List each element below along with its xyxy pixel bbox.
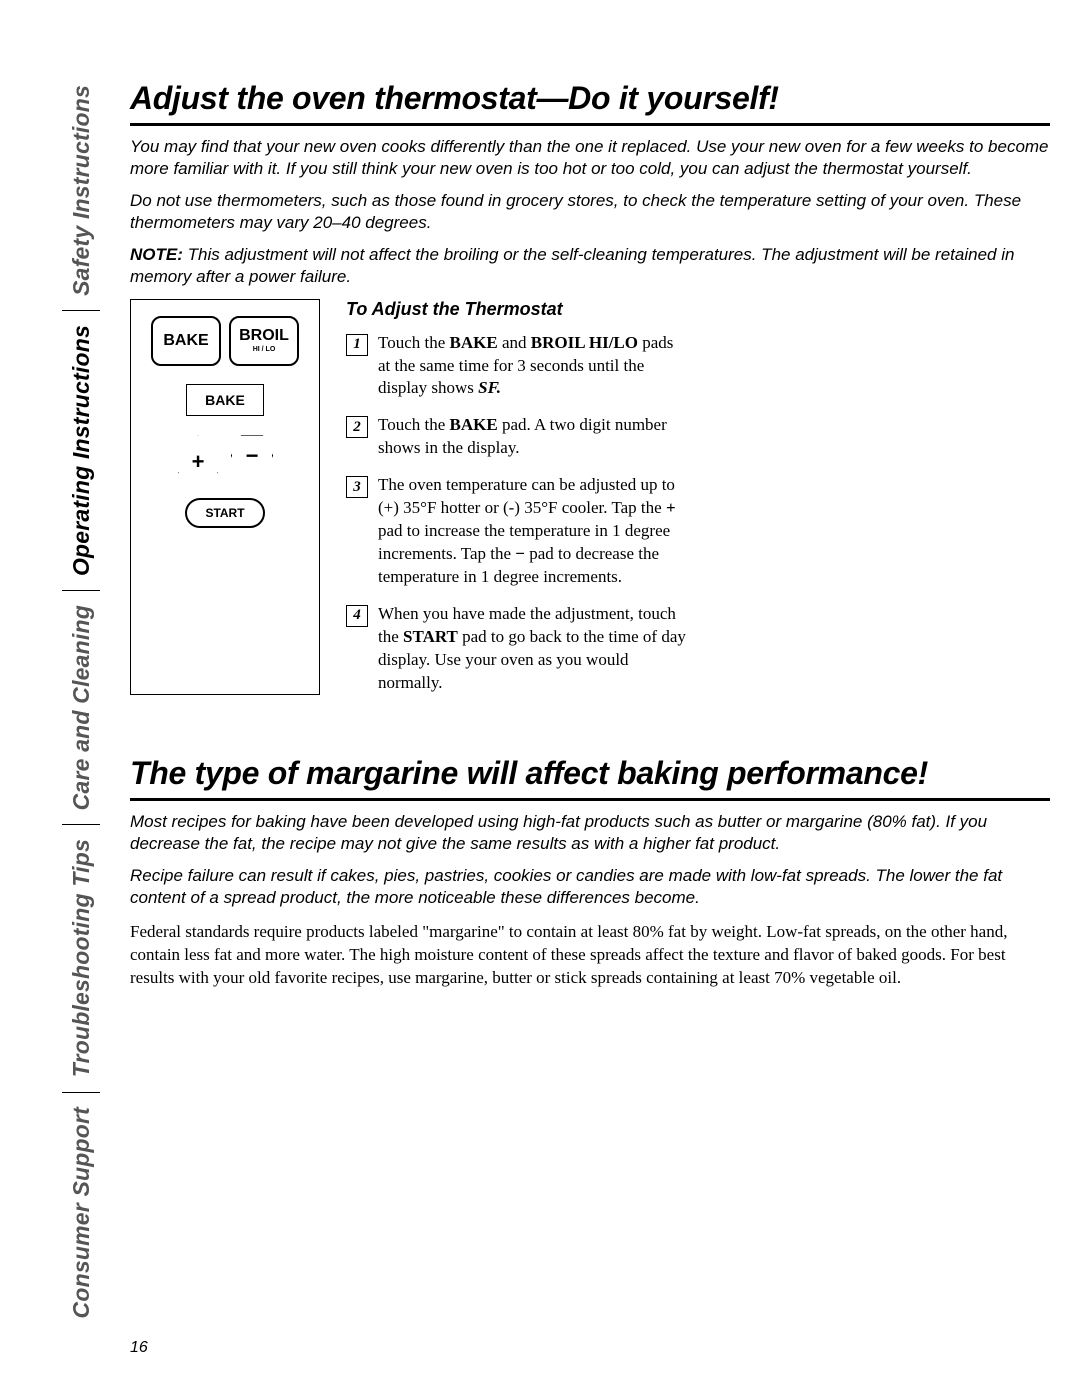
tab-separator	[62, 590, 100, 591]
note-text: This adjustment will not affect the broi…	[130, 245, 1014, 286]
plus-minus-row: + −	[176, 434, 274, 478]
note-label: NOTE:	[130, 245, 183, 264]
step-text: Touch the BAKE pad. A two digit number s…	[378, 414, 686, 460]
intro-paragraph: Recipe failure can result if cakes, pies…	[130, 865, 1050, 909]
intro-note: NOTE: This adjustment will not affect th…	[130, 244, 1050, 288]
intro-paragraph: Do not use thermometers, such as those f…	[130, 190, 1050, 234]
tab-consumer-support[interactable]: Consumer Support	[68, 1102, 95, 1323]
step-text: Touch the BAKE and BROIL HI/LO pads at t…	[378, 332, 686, 401]
tab-separator	[62, 310, 100, 311]
broil-pad: BROIL HI / LO	[229, 316, 299, 366]
section2-intro: Most recipes for baking have been develo…	[130, 811, 1050, 909]
minus-pad: −	[230, 434, 274, 478]
step-number: 1	[346, 334, 368, 356]
tab-safety-instructions[interactable]: Safety Instructions	[68, 80, 95, 301]
step-text: The oven temperature can be adjusted up …	[378, 474, 686, 589]
tab-separator	[62, 1092, 100, 1093]
tab-troubleshooting-tips[interactable]: Troubleshooting Tips	[68, 834, 95, 1082]
intro-paragraph: You may find that your new oven cooks di…	[130, 136, 1050, 180]
step-item: 4 When you have made the adjustment, tou…	[346, 603, 686, 695]
bake-pad: BAKE	[151, 316, 221, 366]
tab-separator	[62, 824, 100, 825]
section-tabs: Safety Instructions Operating Instructio…	[62, 80, 100, 1347]
section1-intro: You may find that your new oven cooks di…	[130, 136, 1050, 289]
page-number: 16	[130, 1339, 148, 1357]
broil-pad-sublabel: HI / LO	[253, 346, 276, 353]
thermostat-steps-column: To Adjust the Thermostat 1 Touch the BAK…	[346, 299, 1050, 695]
step-item: 3 The oven temperature can be adjusted u…	[346, 474, 686, 589]
step-number: 2	[346, 416, 368, 438]
pad-row: BAKE BROIL HI / LO	[151, 316, 299, 366]
step-number: 4	[346, 605, 368, 627]
intro-paragraph: Most recipes for baking have been develo…	[130, 811, 1050, 855]
step-item: 1 Touch the BAKE and BROIL HI/LO pads at…	[346, 332, 686, 401]
step-item: 2 Touch the BAKE pad. A two digit number…	[346, 414, 686, 460]
broil-pad-label: BROIL	[239, 328, 289, 344]
step-number: 3	[346, 476, 368, 498]
tab-care-and-cleaning[interactable]: Care and Cleaning	[68, 600, 95, 815]
manual-page: Safety Instructions Operating Instructio…	[0, 0, 1080, 1397]
step-list: 1 Touch the BAKE and BROIL HI/LO pads at…	[346, 332, 686, 695]
thermostat-section: BAKE BROIL HI / LO BAKE + − START To Adj…	[130, 299, 1050, 695]
start-pad: START	[185, 498, 264, 528]
bake-pad-label: BAKE	[163, 333, 208, 349]
section2-body: Federal standards require products label…	[130, 921, 1050, 990]
page-content: Adjust the oven thermostat—Do it yoursel…	[130, 80, 1050, 990]
display-readout: BAKE	[186, 384, 264, 416]
plus-pad: +	[176, 434, 220, 478]
tab-operating-instructions[interactable]: Operating Instructions	[68, 320, 95, 581]
step-text: When you have made the adjustment, touch…	[378, 603, 686, 695]
control-panel-illustration: BAKE BROIL HI / LO BAKE + − START	[130, 299, 320, 695]
section2-heading: The type of margarine will affect baking…	[130, 755, 1050, 801]
thermostat-subheading: To Adjust the Thermostat	[346, 299, 1050, 320]
section1-heading: Adjust the oven thermostat—Do it yoursel…	[130, 80, 1050, 126]
section2: The type of margarine will affect baking…	[130, 755, 1050, 990]
